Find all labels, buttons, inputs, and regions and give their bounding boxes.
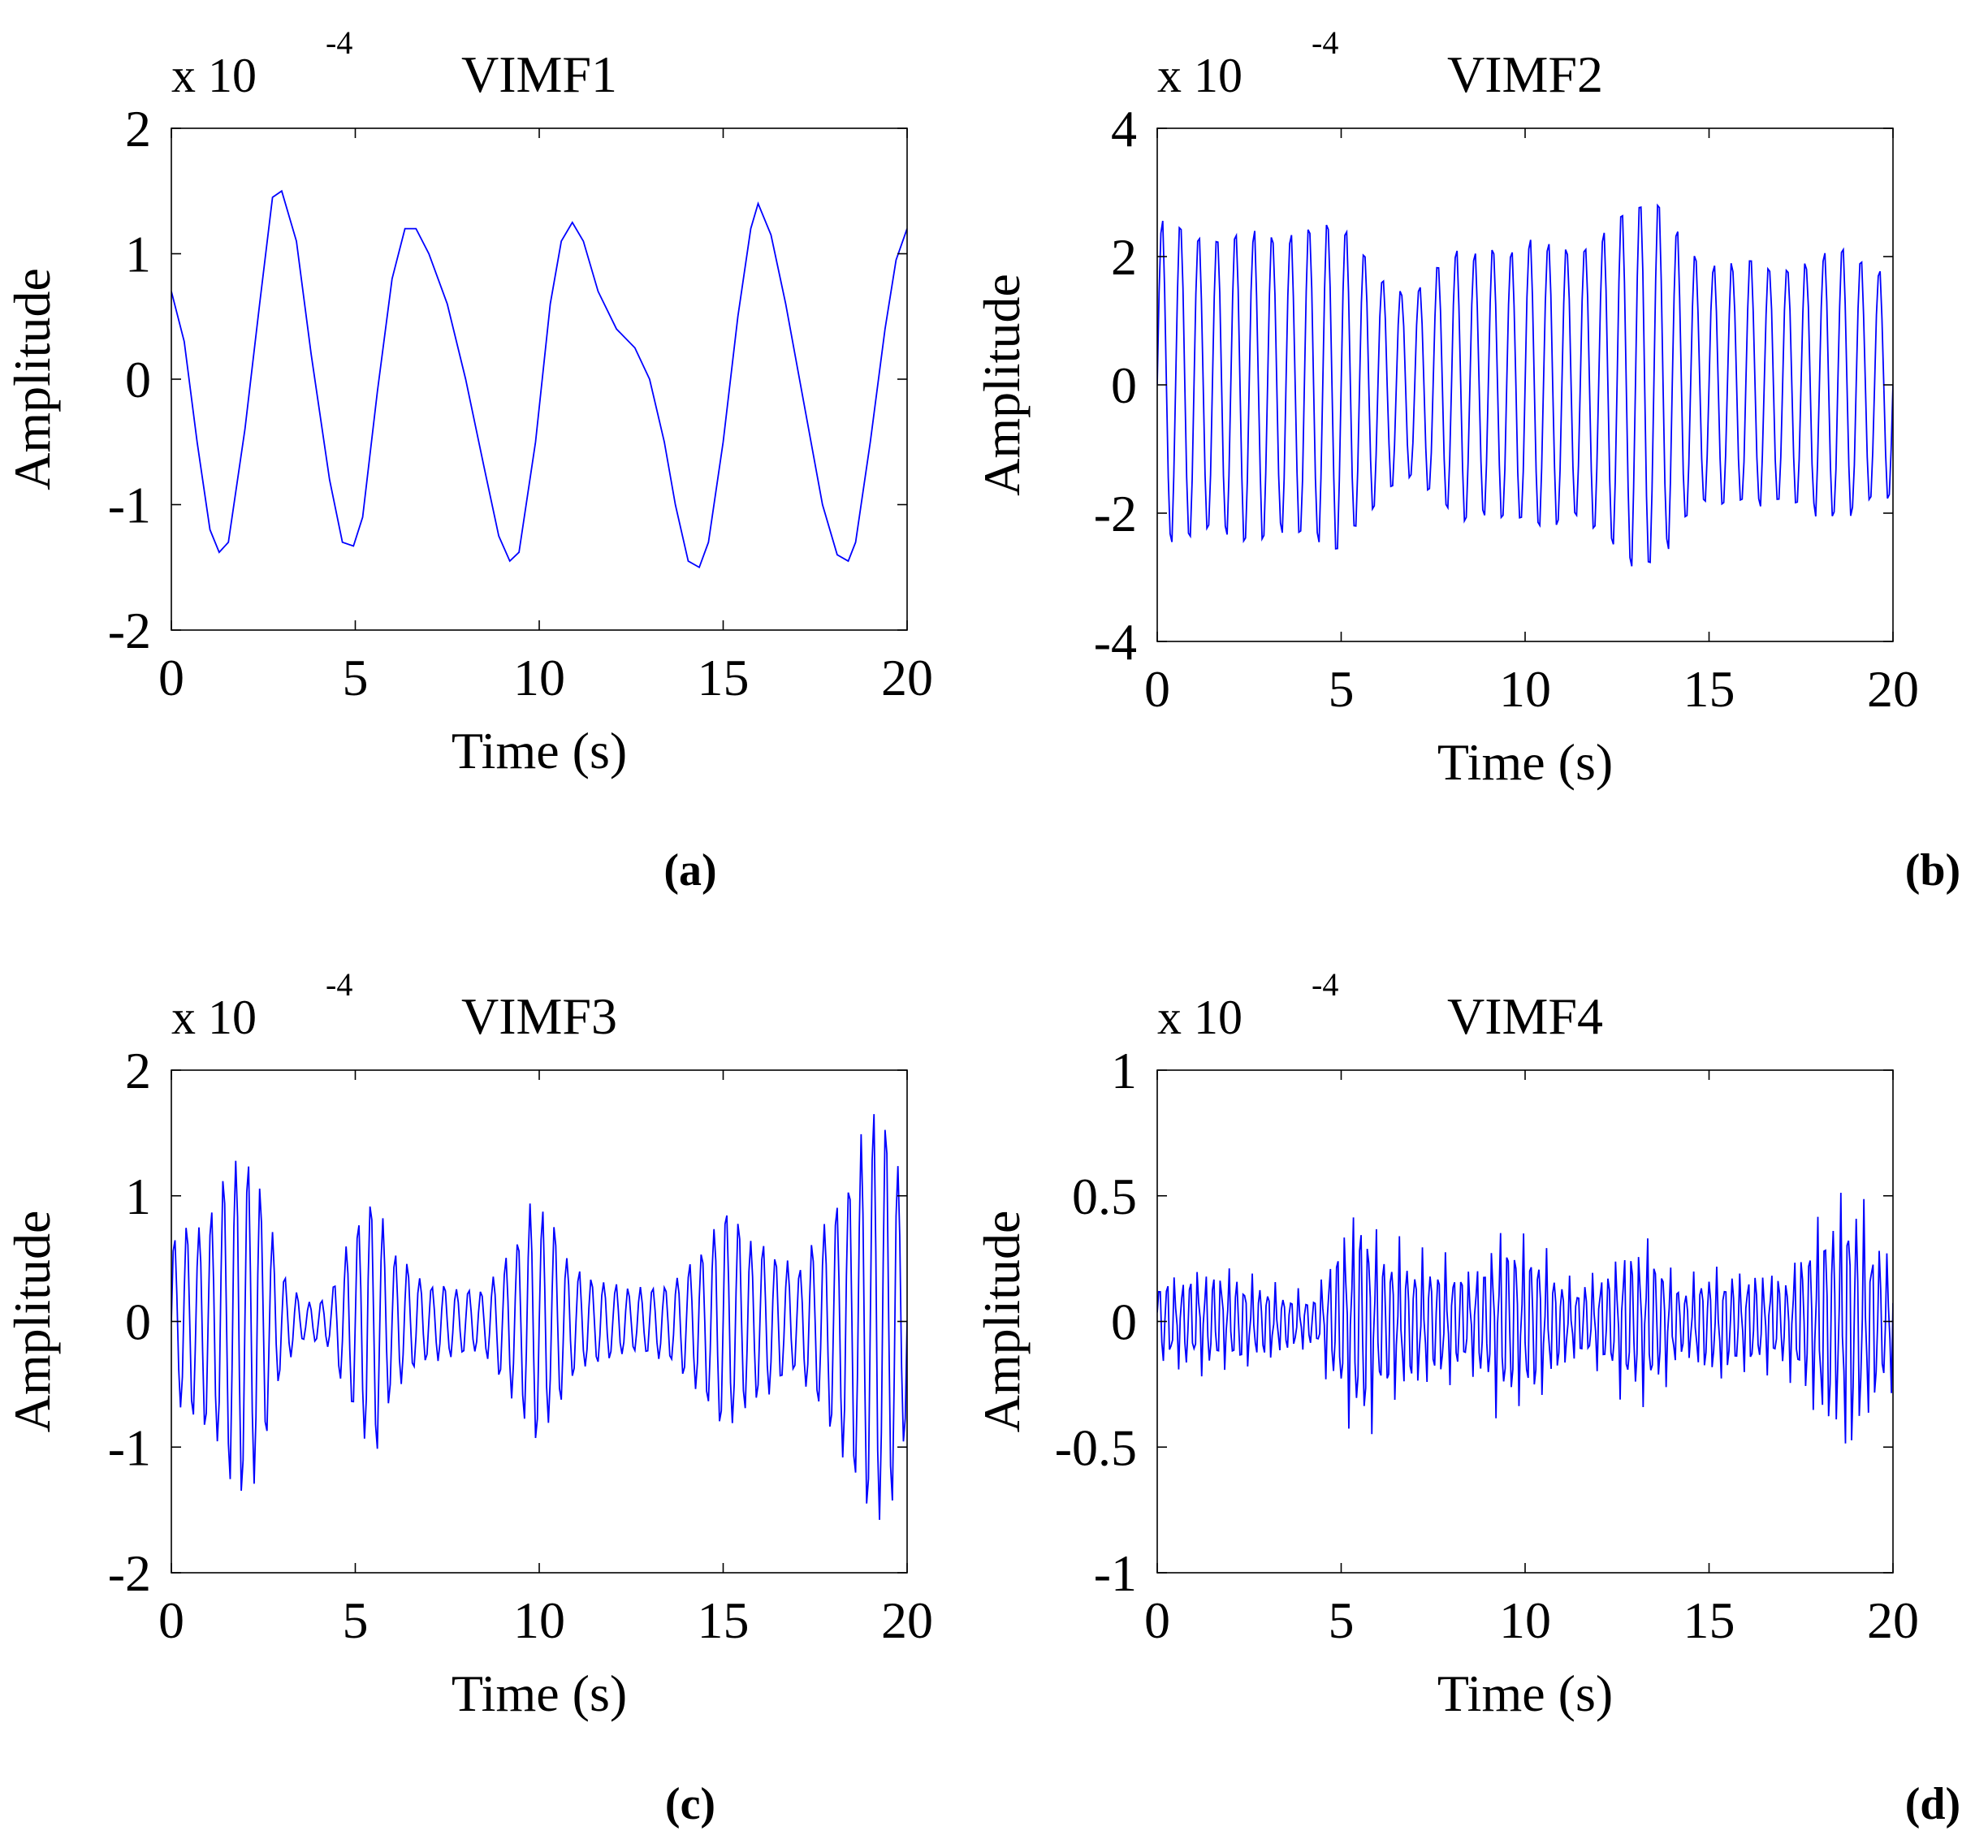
y-tick-label: -1: [108, 477, 151, 534]
y-tick-label: 0: [1111, 1293, 1137, 1351]
y-multiplier-label: x 10: [171, 991, 257, 1044]
y-axis-label: Amplitude: [3, 268, 61, 490]
chart-title: VIMF1: [461, 45, 617, 103]
y-axis-label: Amplitude: [3, 1211, 61, 1433]
x-tick-label: 10: [513, 649, 565, 706]
y-tick-label: -2: [108, 1544, 151, 1602]
chart-panel-3: VIMF3 x 10 -4 0 5 10 15 20 -2 -1 0 1 2 Time (s) Amplit…: [3, 966, 933, 1829]
y-tick-label: 1: [125, 226, 151, 283]
y-tick-label: 4: [1111, 100, 1137, 158]
chart-panel-1: VIMF1 x 10 -4 0 5 10 15 20 -2 -1 0 1 2 Time (s) Amplit…: [3, 24, 933, 896]
panel-label: (c): [665, 1779, 715, 1829]
x-axis-label: Time (s): [1437, 733, 1613, 791]
y-exponent-label: -4: [1312, 966, 1338, 1003]
y-multiplier-label: x 10: [171, 49, 257, 102]
data-series-line: [171, 1114, 907, 1520]
x-tick-label: 20: [1867, 1591, 1919, 1649]
y-tick-label: -1: [1094, 1544, 1137, 1602]
y-tick-label: -1: [108, 1418, 151, 1476]
y-tick-label: -2: [1094, 485, 1137, 542]
x-tick-label: 15: [698, 649, 750, 706]
y-exponent-label: -4: [326, 24, 352, 61]
panel-label: (b): [1905, 845, 1960, 896]
x-tick-label: 10: [513, 1591, 565, 1649]
y-tick-label: -2: [108, 602, 151, 659]
x-axis-label: Time (s): [1437, 1664, 1613, 1722]
y-tick-label: 2: [125, 100, 151, 158]
chart-title: VIMF4: [1447, 987, 1603, 1045]
y-tick-label: 0: [125, 351, 151, 408]
y-exponent-label: -4: [1312, 24, 1338, 61]
x-tick-label: 0: [1144, 660, 1170, 718]
chart-title: VIMF3: [461, 987, 617, 1045]
data-series-line: [1157, 203, 1893, 567]
panel-label: (d): [1905, 1779, 1960, 1829]
y-tick-label: 2: [1111, 228, 1137, 286]
y-tick-label: 1: [1111, 1042, 1137, 1099]
data-series-line: [1157, 1192, 1893, 1444]
x-axis-label: Time (s): [452, 722, 627, 779]
y-multiplier-label: x 10: [1157, 991, 1242, 1044]
chart-panel-4: VIMF4 x 10 -4 0 5 10 15 20 -1 -0.5 0 0.5 1 Time (s) Am…: [973, 966, 1960, 1829]
x-tick-label: 15: [1683, 660, 1735, 718]
y-tick-label: 1: [125, 1168, 151, 1225]
x-tick-label: 15: [1683, 1591, 1735, 1649]
x-tick-label: 5: [1329, 1591, 1355, 1649]
y-axis-label: Amplitude: [973, 274, 1031, 496]
y-exponent-label: -4: [326, 966, 352, 1003]
x-tick-label: 0: [158, 1591, 184, 1649]
chart-title: VIMF2: [1447, 45, 1603, 103]
x-tick-label: 10: [1499, 1591, 1551, 1649]
panel-label: (a): [663, 845, 716, 896]
x-tick-label: 15: [698, 1591, 750, 1649]
y-tick-label: -4: [1094, 613, 1137, 671]
x-tick-label: 0: [158, 649, 184, 706]
y-tick-label: 0: [125, 1293, 151, 1351]
x-tick-label: 20: [881, 649, 933, 706]
x-tick-label: 20: [881, 1591, 933, 1649]
x-tick-label: 5: [343, 649, 369, 706]
data-series-line: [171, 189, 907, 569]
y-axis-label: Amplitude: [973, 1211, 1031, 1433]
y-tick-label: 2: [125, 1042, 151, 1099]
y-tick-label: -0.5: [1055, 1418, 1137, 1476]
x-tick-label: 20: [1867, 660, 1919, 718]
x-tick-label: 0: [1144, 1591, 1170, 1649]
y-tick-label: 0.5: [1072, 1168, 1137, 1225]
x-axis-label: Time (s): [452, 1664, 627, 1722]
x-tick-label: 5: [1329, 660, 1355, 718]
x-tick-label: 5: [343, 1591, 369, 1649]
y-tick-label: 0: [1111, 356, 1137, 414]
y-multiplier-label: x 10: [1157, 49, 1242, 102]
x-tick-label: 10: [1499, 660, 1551, 718]
